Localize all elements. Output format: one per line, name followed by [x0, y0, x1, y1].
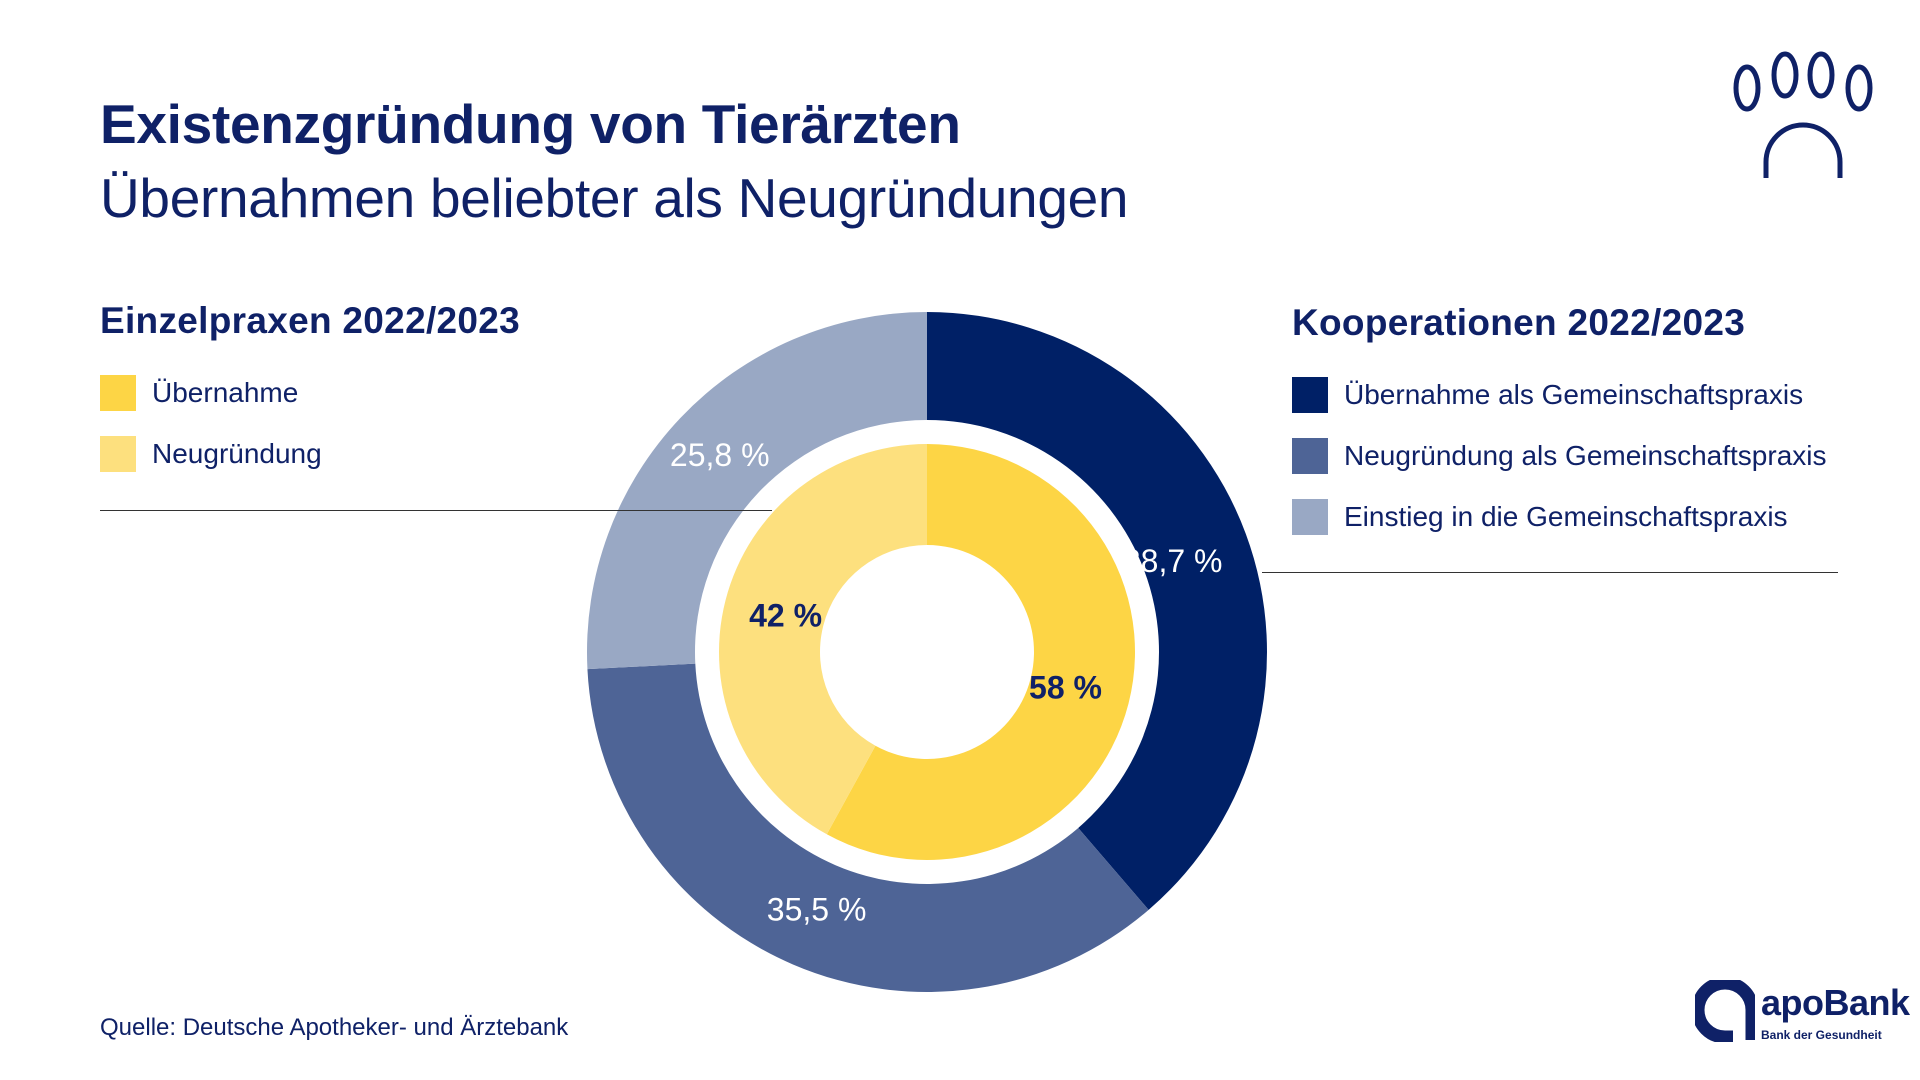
legend-swatch: [1292, 437, 1328, 474]
legend-label: Einstieg in die Gemeinschaftspraxis: [1344, 500, 1788, 532]
data-label-inner-0: 58 %: [1029, 670, 1102, 706]
legend-label: Übernahme als Gemeinschaftspraxis: [1344, 378, 1804, 410]
donut-slice-outer-1: [587, 663, 1149, 993]
legend-item-neugruendung: Neugründung: [100, 423, 520, 484]
apobank-logo: apoBank Bank der Gesundheit: [1695, 980, 1910, 1050]
legend-label: Übernahme: [152, 376, 299, 408]
legend-swatch: [100, 374, 136, 411]
legend-label: Neugründung als Gemeinschaftspraxis: [1344, 439, 1827, 471]
donut-slice-outer-2: [587, 312, 927, 670]
legend-item-uebernahme-gemeinschaftspraxis: Übernahme als Gemeinschaftspraxis: [1292, 364, 1826, 425]
legend-label: Neugründung: [152, 437, 322, 469]
chart-title: Existenzgründung von Tierärzten: [100, 93, 961, 155]
data-label-inner-1: 42 %: [749, 598, 822, 634]
legend-item-uebernahme: Übernahme: [100, 362, 520, 423]
source-note: Quelle: Deutsche Apotheker- und Ärzteban…: [100, 1014, 569, 1041]
donut-slice-outer-0: [927, 312, 1267, 910]
data-label-outer-0: 38,7 %: [1123, 543, 1223, 579]
chart-subtitle: Übernahmen beliebter als Neugründungen: [100, 167, 1129, 229]
donut-slice-inner-1: [718, 444, 927, 835]
leader-line-right: [1262, 572, 1838, 573]
leader-line-left: [100, 510, 772, 511]
legend-swatch: [1292, 498, 1328, 535]
data-label-outer-1: 35,5 %: [767, 891, 867, 927]
legend-item-neugruendung-gemeinschaftspraxis: Neugründung als Gemeinschaftspraxis: [1292, 425, 1826, 486]
logo-tagline: Bank der Gesundheit: [1761, 1028, 1882, 1042]
legend-swatch: [100, 435, 136, 472]
data-label-outer-2: 25,8 %: [670, 437, 770, 473]
legend-title-einzelpraxen: Einzelpraxen 2022/2023: [100, 300, 521, 341]
legend-title-kooperationen: Kooperationen 2022/2023: [1292, 302, 1746, 343]
legend-item-einstieg-gemeinschaftspraxis: Einstieg in die Gemeinschaftspraxis: [1292, 486, 1826, 547]
legend-swatch: [1292, 376, 1328, 413]
legend-kooperationen: Kooperationen 2022/2023 Übernahme als Ge…: [1292, 302, 1826, 547]
paw-icon: [1733, 51, 1873, 178]
donut-slice-inner-0: [826, 444, 1135, 860]
legend-einzelpraxen: Einzelpraxen 2022/2023 Übernahme Neugrün…: [100, 300, 520, 484]
apobank-logo-icon: [1695, 980, 1755, 1042]
logo-name: apoBank: [1761, 982, 1910, 1023]
